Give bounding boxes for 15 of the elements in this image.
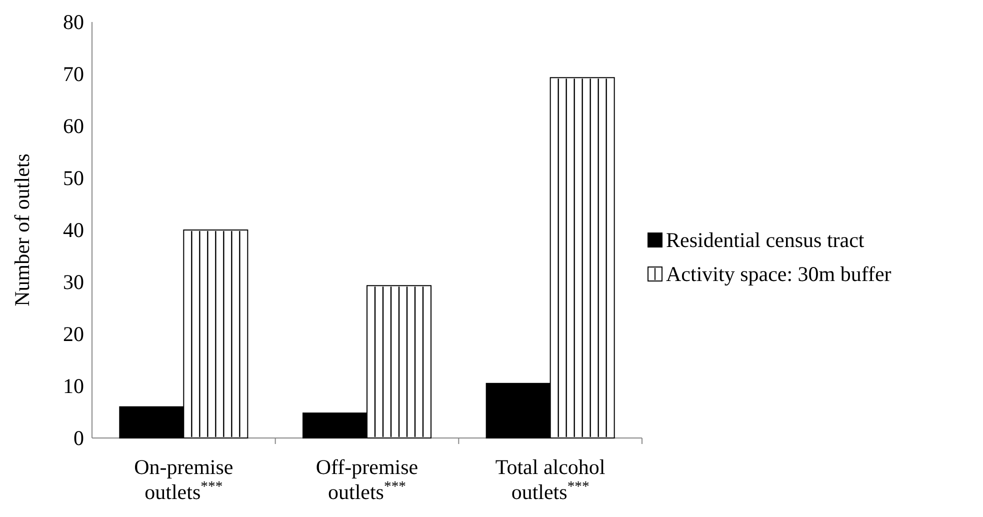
- legend-label: Activity space: 30m buffer: [666, 262, 892, 286]
- y-tick-label: 50: [63, 166, 84, 190]
- y-tick-label: 10: [63, 374, 84, 398]
- y-tick-label: 60: [63, 114, 84, 138]
- y-tick-label: 20: [63, 322, 84, 346]
- y-tick-label: 30: [63, 270, 84, 294]
- x-tick-label: Total alcohol outlets$^{***}$: [495, 455, 606, 504]
- y-tick-label: 0: [74, 426, 84, 450]
- legend-label: Residential census tract: [666, 228, 864, 252]
- x-tick-label: Off-premise outlets$^{***}$: [316, 455, 418, 504]
- y-axis-title: Number of outlets: [10, 154, 34, 306]
- y-tick-label: 40: [63, 218, 84, 242]
- y-tick-label: 80: [63, 10, 84, 34]
- y-tick-label: 70: [63, 62, 84, 86]
- x-tick-label: On-premise outlets$^{***}$: [134, 455, 234, 504]
